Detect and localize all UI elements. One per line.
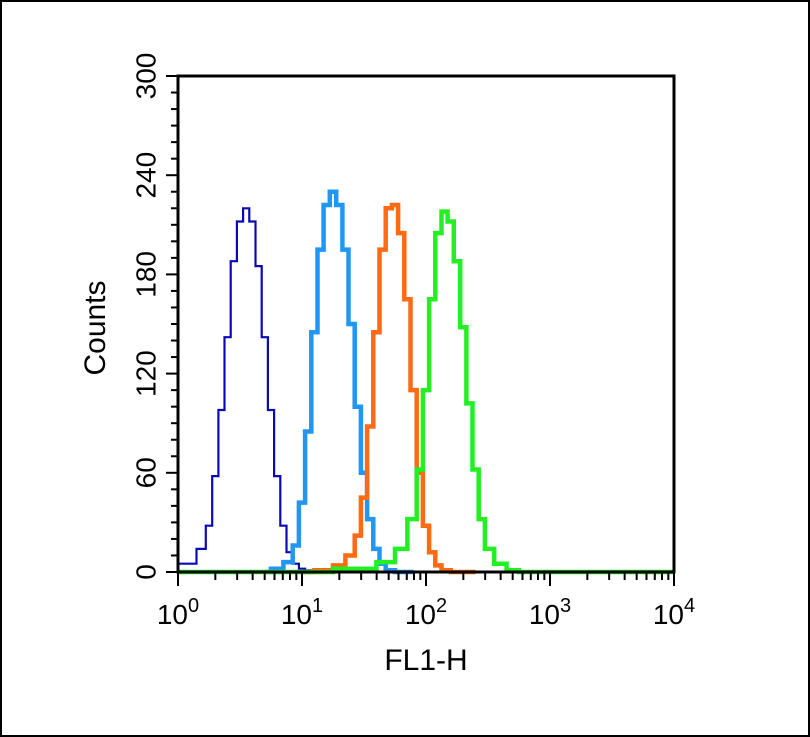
x-tick-label: 103 <box>529 595 571 630</box>
series-layer <box>178 189 674 575</box>
series-line-2 <box>302 202 476 575</box>
y-tick-label: 120 <box>131 350 162 397</box>
series-line-0 <box>178 207 315 574</box>
series-line-1 <box>264 189 414 575</box>
y-axis: 0 60 120 180 240 300 <box>131 53 178 580</box>
x-axis: 100 101 102 103 104 <box>157 572 695 630</box>
y-tick-label: 240 <box>131 152 162 199</box>
x-tick-label: 104 <box>653 595 695 630</box>
x-axis-label: FL1-H <box>384 644 467 677</box>
y-axis-label: Counts <box>79 280 112 375</box>
y-tick-label: 300 <box>131 53 162 100</box>
x-tick-label: 102 <box>405 595 447 630</box>
plot-area <box>176 74 676 574</box>
y-tick-label: 0 <box>131 564 162 580</box>
y-tick-label: 60 <box>131 457 162 488</box>
x-tick-label: 101 <box>281 595 323 630</box>
x-tick-label: 100 <box>157 595 199 630</box>
series-line-3 <box>178 209 674 575</box>
y-tick-label: 180 <box>131 251 162 298</box>
